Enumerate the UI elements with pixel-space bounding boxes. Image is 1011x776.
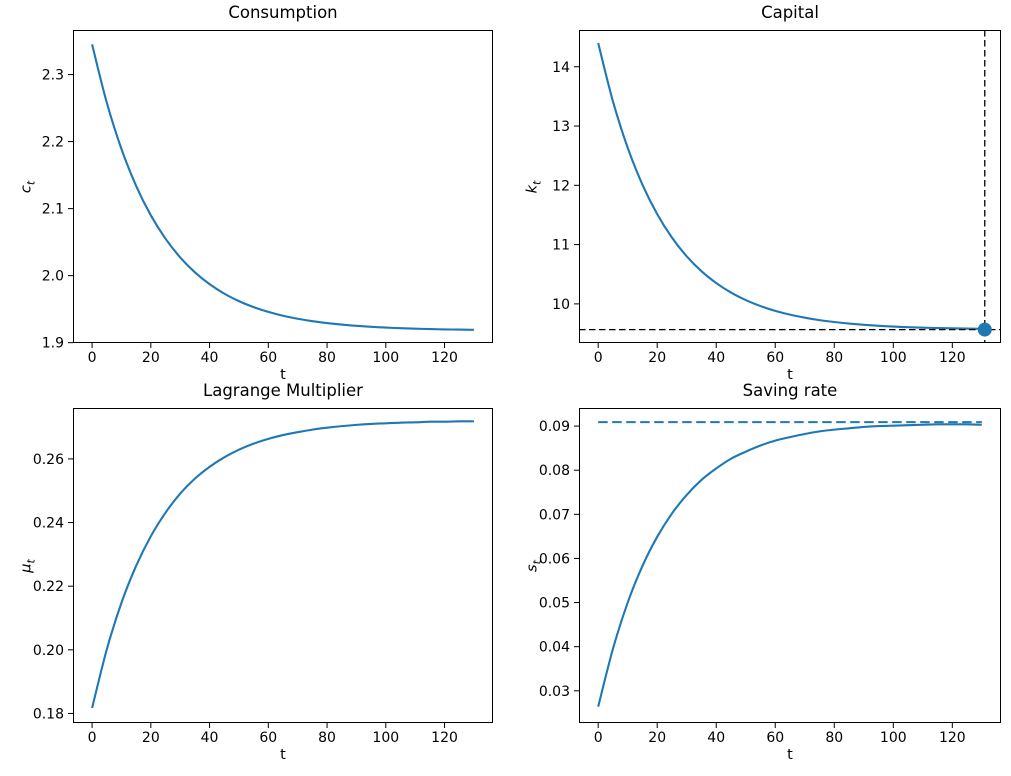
x-tick-label: 80 xyxy=(825,730,843,746)
consumption-title: Consumption xyxy=(228,3,338,22)
y-tick-label: 0.18 xyxy=(33,706,64,722)
y-tick-label: 0.08 xyxy=(539,463,570,479)
saving-rate-xlabel: t xyxy=(787,747,793,763)
x-tick-label: 20 xyxy=(648,730,666,746)
saving-rate-path xyxy=(597,423,982,707)
x-tick-label: 40 xyxy=(201,350,219,366)
y-tick-label: 11 xyxy=(552,238,570,254)
x-tick-label: 40 xyxy=(707,350,725,366)
y-tick-label: 1.9 xyxy=(42,336,64,352)
y-tick-label: 0.26 xyxy=(33,452,64,468)
x-tick-label: 20 xyxy=(142,350,160,366)
lagrange-multiplier-xlabel: t xyxy=(280,747,286,763)
x-tick-label: 80 xyxy=(318,350,336,366)
saving-rate-axes: 0 20 40 60 80 100 120 0.03 0.04 0.05 0.06 0.07 0.08 0… xyxy=(539,408,1001,746)
y-tick-label: 2.2 xyxy=(42,135,64,151)
y-tick-label: 0.06 xyxy=(539,551,570,567)
lagrange-multiplier-path xyxy=(91,420,474,709)
x-tick-label: 100 xyxy=(372,730,399,746)
x-tick-label: 0 xyxy=(88,350,97,366)
consumption-xlabel: t xyxy=(280,367,286,383)
y-tick-label: 0.09 xyxy=(539,419,570,435)
subplot-capital: Capital 0 20 40 60 80 100 120 10 11 12 13 14 t kt xyxy=(525,3,1001,383)
x-tick-label: 20 xyxy=(142,730,160,746)
y-tick-label: 0.20 xyxy=(33,643,64,659)
lagrange-multiplier-title: Lagrange Multiplier xyxy=(203,381,363,400)
x-tick-label: 40 xyxy=(707,730,725,746)
subplot-consumption: Consumption 0 20 40 60 80 100 120 1.9 2.0 2.1 2.2 2… xyxy=(19,3,493,383)
axes-spines xyxy=(579,408,1001,723)
x-tick-label: 60 xyxy=(766,730,784,746)
steady-state-marker xyxy=(977,322,992,337)
x-tick-label: 100 xyxy=(880,730,907,746)
y-tick-label: 14 xyxy=(552,60,570,76)
x-tick-label: 0 xyxy=(594,730,603,746)
x-tick-label: 120 xyxy=(431,350,458,366)
y-tick-label: 0.05 xyxy=(539,596,570,612)
lagrange-multiplier-axes: 0 20 40 60 80 100 120 0.18 0.20 0.22 0.24 0.26 xyxy=(33,408,493,746)
y-tick-label: 12 xyxy=(552,178,570,194)
x-tick-label: 120 xyxy=(939,350,966,366)
axes-spines xyxy=(579,30,1001,343)
y-tick-label: 0.24 xyxy=(33,516,64,532)
capital-xlabel: t xyxy=(787,367,793,383)
x-tick-label: 80 xyxy=(825,350,843,366)
subplot-saving-rate: Saving rate 0 20 40 60 80 100 120 0.03 0.04 0.05 0… xyxy=(525,381,1001,763)
consumption-axes: 0 20 40 60 80 100 120 1.9 2.0 2.1 2.2 2.3 xyxy=(42,30,493,366)
x-tick-label: 60 xyxy=(766,350,784,366)
y-tick-label: 2.3 xyxy=(42,68,64,84)
x-tick-label: 120 xyxy=(431,730,458,746)
y-tick-label: 0.07 xyxy=(539,507,570,523)
x-tick-label: 60 xyxy=(259,730,277,746)
x-tick-label: 100 xyxy=(372,350,399,366)
consumption-path xyxy=(91,44,474,331)
y-tick-label: 13 xyxy=(552,119,570,135)
y-tick-label: 2.0 xyxy=(42,269,64,285)
x-tick-label: 0 xyxy=(594,350,603,366)
axes-spines xyxy=(73,408,493,723)
saving-rate-title: Saving rate xyxy=(742,381,838,400)
x-tick-label: 60 xyxy=(259,350,277,366)
y-tick-label: 0.04 xyxy=(539,640,570,656)
x-tick-label: 80 xyxy=(318,730,336,746)
subplot-lagrange-multiplier: Lagrange Multiplier 0 20 40 60 80 100 120 0.18 0… xyxy=(19,381,493,763)
capital-path xyxy=(597,42,982,330)
y-tick-label: 10 xyxy=(552,297,570,313)
x-tick-label: 0 xyxy=(88,730,97,746)
capital-axes: 0 20 40 60 80 100 120 10 11 12 13 14 xyxy=(552,30,1001,366)
axes-spines xyxy=(73,30,493,343)
y-tick-label: 0.22 xyxy=(33,579,64,595)
y-tick-label: 0.03 xyxy=(539,684,570,700)
x-tick-label: 120 xyxy=(939,730,966,746)
capital-title: Capital xyxy=(761,3,819,22)
x-tick-label: 20 xyxy=(648,350,666,366)
y-tick-label: 2.1 xyxy=(42,202,64,218)
x-tick-label: 40 xyxy=(201,730,219,746)
x-tick-label: 100 xyxy=(880,350,907,366)
